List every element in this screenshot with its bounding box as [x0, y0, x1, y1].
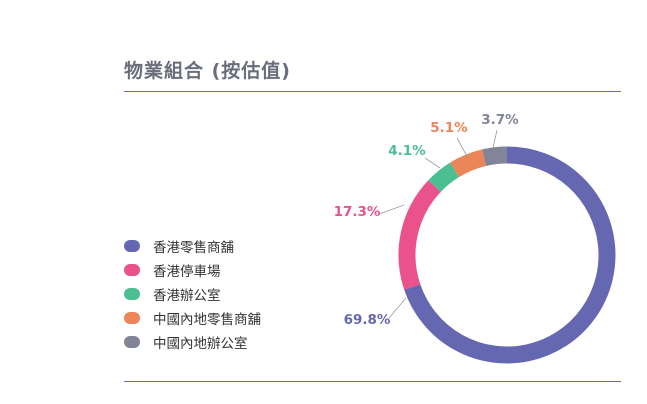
slice-value-label: 17.3%: [334, 204, 381, 220]
legend-swatch: [124, 336, 140, 348]
legend-item: 香港辦公室: [124, 282, 261, 306]
legend-swatch: [124, 288, 140, 300]
donut-slice: [404, 146, 616, 364]
leader-line: [492, 129, 498, 149]
slice-value-label: 5.1%: [430, 120, 468, 136]
slice-value-label: 4.1%: [388, 143, 426, 159]
leader-line: [378, 204, 405, 215]
slice-value-label: 3.7%: [481, 112, 519, 128]
legend-swatch: [124, 240, 140, 252]
legend-label: 香港辦公室: [153, 288, 221, 304]
legend-item: 中國內地辦公室: [124, 330, 261, 354]
chart-legend: 香港零售商舖 香港停車場香港辦公室中國內地零售商舖 中國內地辦公室: [124, 234, 261, 354]
legend-item: 中國內地零售商舖: [124, 306, 261, 330]
legend-label: 中國內地辦公室: [153, 336, 248, 352]
legend-label: 香港零售商舖: [153, 240, 234, 256]
donut-slice: [450, 149, 487, 178]
legend-item: 香港停車場: [124, 258, 261, 282]
slice-value-label: 69.8%: [344, 312, 391, 328]
legend-swatch: [124, 264, 140, 276]
donut-slice: [428, 162, 460, 193]
legend-label: 中國內地零售商舖: [153, 312, 261, 328]
legend-label: 香港停車場: [153, 264, 221, 280]
top-divider: [124, 91, 621, 92]
legend-swatch: [124, 312, 140, 324]
donut-slice: [398, 180, 441, 290]
chart-title: 物業組合 (按估值): [124, 60, 291, 82]
leader-line: [456, 137, 469, 159]
leader-line: [424, 157, 441, 169]
bottom-divider: [124, 381, 621, 382]
legend-item: 香港零售商舖: [124, 234, 261, 258]
leader-line: [388, 297, 407, 319]
donut-slice: [482, 146, 508, 167]
